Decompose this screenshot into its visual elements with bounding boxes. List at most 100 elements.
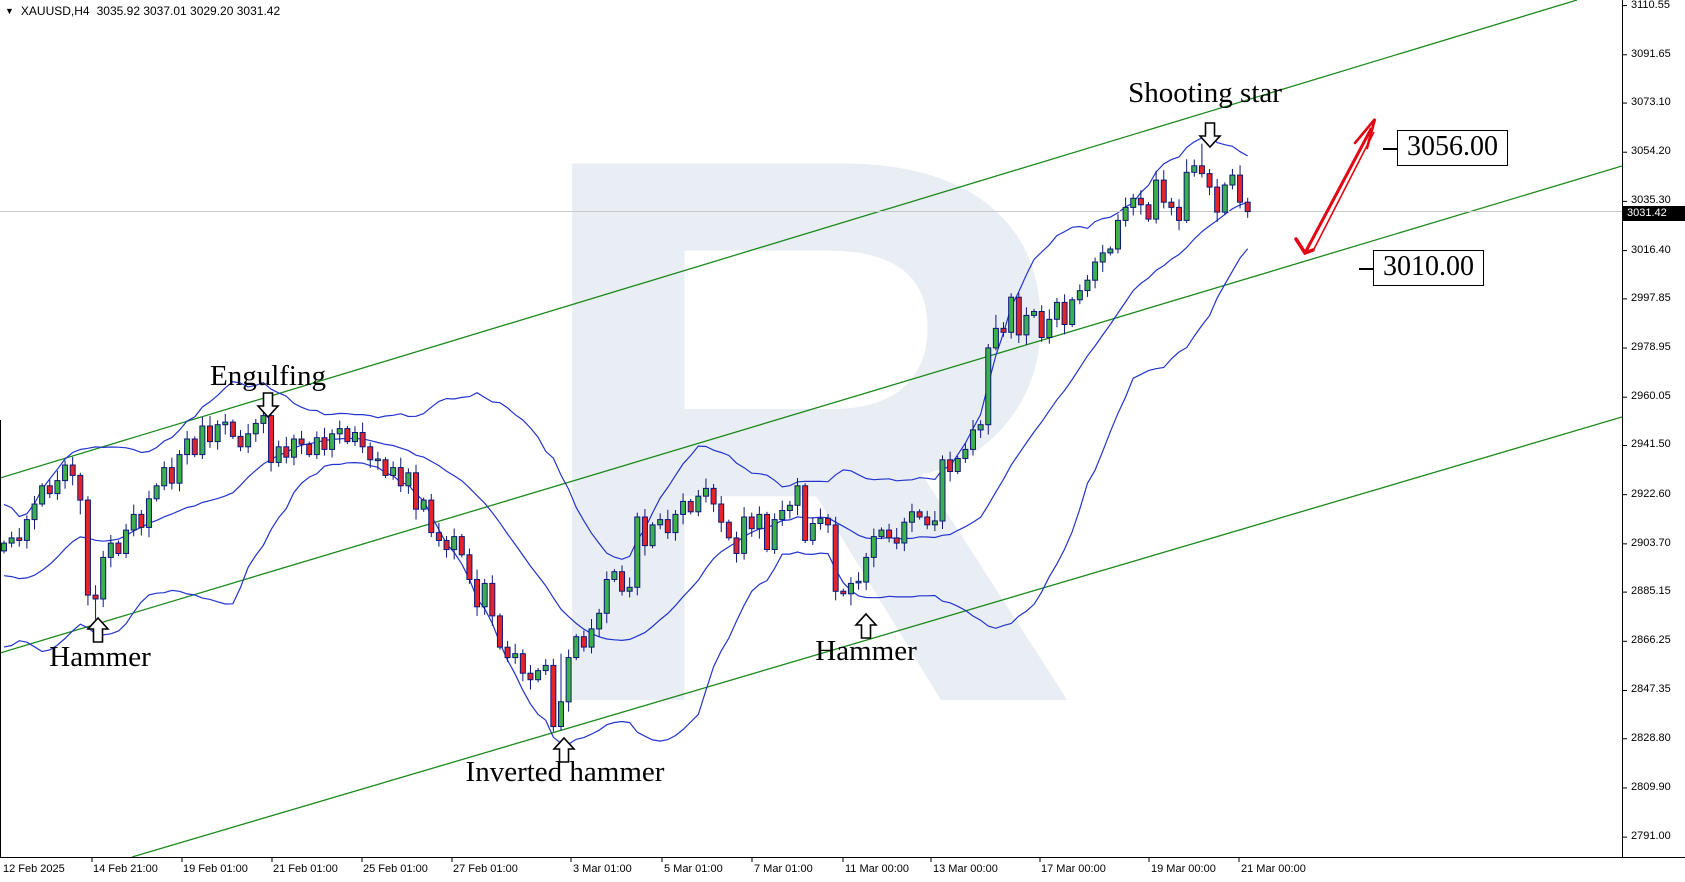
candle <box>359 432 366 448</box>
candle <box>1000 327 1007 333</box>
time-axis-label: 13 Mar 00:00 <box>933 863 998 875</box>
channel-line-2[interactable] <box>131 416 1622 857</box>
trend-arrow-shaft2 <box>1312 131 1375 252</box>
price-axis-label: 3035.30 <box>1631 194 1671 207</box>
candle <box>405 472 412 487</box>
candle <box>1206 173 1213 188</box>
price-axis-label: 2866.25 <box>1631 634 1671 647</box>
price-target-lower[interactable]: 3010.00 <box>1373 250 1484 286</box>
candle <box>1061 301 1068 325</box>
trend-arrow-shaft[interactable] <box>1303 127 1373 255</box>
candle <box>573 636 580 659</box>
candle <box>947 459 954 472</box>
candle <box>153 485 160 500</box>
candle <box>1191 165 1198 173</box>
candle <box>565 657 572 703</box>
candle <box>1069 299 1076 325</box>
candle <box>382 459 389 476</box>
price-axis-label: 2978.95 <box>1631 341 1671 354</box>
price-axis-label: 2922.60 <box>1631 487 1671 500</box>
candle <box>1145 204 1152 220</box>
candle <box>924 516 931 526</box>
price-axis-label: 2960.05 <box>1631 390 1671 403</box>
candle <box>886 529 893 539</box>
candle <box>817 517 824 524</box>
candle <box>916 511 923 518</box>
time-axis-label: 7 Mar 01:00 <box>754 863 813 875</box>
shooting-star-arrow-icon[interactable] <box>1198 122 1222 149</box>
annotation-hammer-left[interactable]: Hammer <box>49 641 151 673</box>
candle <box>496 615 503 648</box>
candle <box>809 523 816 541</box>
candle <box>847 582 854 595</box>
candle <box>1031 311 1038 316</box>
candle <box>390 467 397 476</box>
candle <box>603 579 610 614</box>
hammer-mid-arrow-icon[interactable] <box>854 612 878 639</box>
candle <box>657 519 664 526</box>
candle <box>1122 206 1129 221</box>
plot-layer: R <box>0 0 1622 866</box>
time-axis-label: 14 Feb 21:00 <box>93 863 158 875</box>
annotation-inverted-hammer[interactable]: Inverted hammer <box>465 756 665 788</box>
trend-arrow-head <box>1353 118 1377 150</box>
annotation-engulfing[interactable]: Engulfing <box>210 360 326 392</box>
candle <box>16 537 23 542</box>
candle <box>184 438 191 456</box>
candle <box>1076 290 1083 301</box>
candle <box>252 422 259 435</box>
candle <box>474 579 481 608</box>
symbol-ohlc-quote: 3035.92 3037.01 3029.20 3031.42 <box>96 4 281 18</box>
annotation-shooting-star[interactable]: Shooting star <box>1128 77 1282 109</box>
candle <box>870 536 877 558</box>
candle <box>138 513 145 528</box>
candle <box>580 636 587 648</box>
candle <box>550 664 557 728</box>
candle <box>1137 197 1144 206</box>
candle <box>168 467 175 484</box>
candle <box>31 503 38 521</box>
candle <box>733 537 740 555</box>
candle <box>687 500 694 513</box>
symbol-title-bar: ▼ XAUUSD,H4 3035.92 3037.01 3029.20 3031… <box>5 4 280 18</box>
candle <box>596 612 603 630</box>
candle <box>519 653 526 674</box>
candle <box>420 499 427 510</box>
candle <box>176 454 183 484</box>
candle <box>1 542 7 552</box>
candle <box>39 485 46 505</box>
annotation-hammer-mid[interactable]: Hammer <box>815 635 917 667</box>
channel-line-1[interactable] <box>0 165 1622 654</box>
candle <box>634 516 641 588</box>
hammer-left-arrow-icon[interactable] <box>86 616 110 643</box>
candle <box>1038 311 1045 338</box>
candle <box>100 556 107 600</box>
candle <box>8 537 15 544</box>
price-axis-label: 2903.70 <box>1631 536 1671 549</box>
watermark-letter: R <box>520 0 1083 866</box>
candle <box>145 498 152 528</box>
candle <box>1244 201 1251 213</box>
candle <box>878 529 885 538</box>
candle <box>130 513 137 531</box>
time-axis-label: 12 Feb 2025 <box>3 863 65 875</box>
candle <box>954 458 961 472</box>
engulfing-arrow-icon[interactable] <box>256 392 280 419</box>
candle <box>336 428 343 435</box>
bollinger-upper <box>3 135 1248 560</box>
candle <box>512 653 519 659</box>
time-axis-label: 19 Mar 00:00 <box>1151 863 1216 875</box>
candle <box>764 513 770 551</box>
candle <box>1023 314 1030 336</box>
symbol-dropdown-icon[interactable]: ▼ <box>5 6 14 16</box>
candle <box>92 594 99 600</box>
candle <box>695 495 702 513</box>
candle <box>107 542 114 558</box>
candle <box>588 628 595 648</box>
candle <box>191 438 198 456</box>
candle <box>1229 174 1236 186</box>
inverted-hammer-arrow-icon[interactable] <box>552 736 576 763</box>
price-target-upper[interactable]: 3056.00 <box>1397 130 1508 166</box>
